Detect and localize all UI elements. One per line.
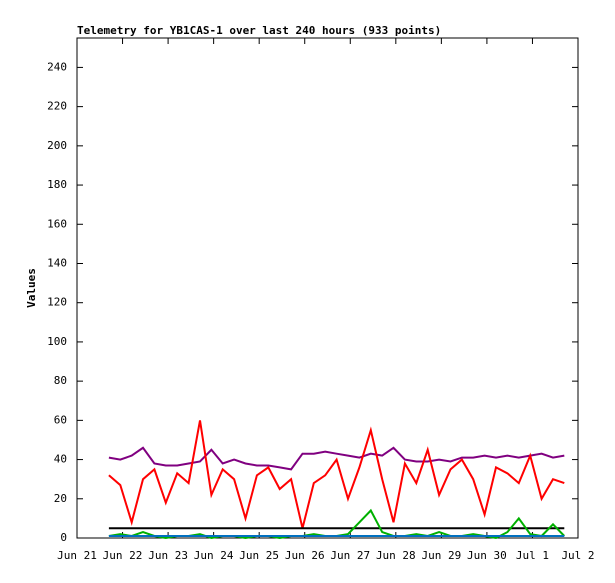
x-tick-label: Jun 27	[330, 549, 370, 562]
x-tick-label: Jun 22	[103, 549, 143, 562]
y-tick-label: 240	[47, 60, 67, 73]
y-tick-label: 100	[47, 335, 67, 348]
y-tick-label: 120	[47, 296, 67, 309]
y-tick-label: 220	[47, 100, 67, 113]
x-tick-label: Jun 29	[421, 549, 461, 562]
chart-title: Telemetry for YB1CAS-1 over last 240 hou…	[77, 24, 441, 37]
series-line	[108, 420, 565, 529]
x-tick-label: Jun 24	[194, 549, 234, 562]
plot-frame	[76, 37, 579, 539]
y-tick-label: 0	[60, 531, 67, 544]
y-tick-label: 140	[47, 256, 67, 269]
y-tick-label: 160	[47, 217, 67, 230]
y-axis-label: Values	[25, 268, 38, 308]
y-tick-label: 80	[54, 374, 67, 387]
x-tick-label: Jul 1	[516, 549, 549, 562]
x-tick-label: Jun 26	[285, 549, 325, 562]
x-tick-label: Jun 30	[467, 549, 507, 562]
y-tick-label: 200	[47, 139, 67, 152]
y-tick-label: 20	[54, 492, 67, 505]
series-line	[108, 446, 565, 471]
x-tick-label: Jul 2	[561, 549, 594, 562]
y-tick-label: 180	[47, 178, 67, 191]
x-tick-label: Jun 25	[239, 549, 279, 562]
y-tick-label: 60	[54, 413, 67, 426]
x-tick-label: Jun 23	[148, 549, 188, 562]
x-tick-label: Jun 28	[376, 549, 416, 562]
x-tick-label: Jun 21	[57, 549, 97, 562]
y-tick-label: 40	[54, 453, 67, 466]
series-line	[108, 508, 566, 540]
